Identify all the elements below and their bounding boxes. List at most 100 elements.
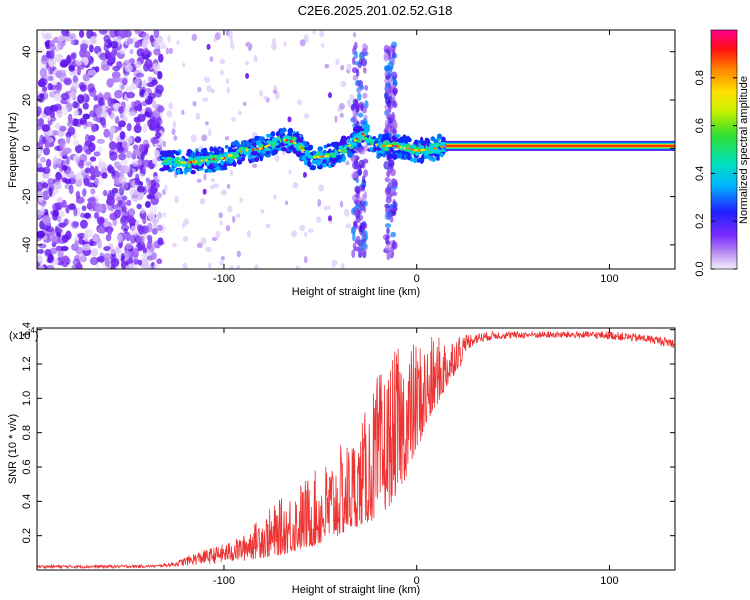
signal-blob	[363, 123, 370, 130]
noise-blob	[384, 104, 388, 110]
signal-peak	[301, 148, 305, 152]
noise-blob	[88, 142, 96, 153]
noise-blob	[354, 50, 358, 59]
noise-blob	[99, 52, 108, 61]
signal-blob	[201, 148, 206, 153]
noise-blob	[190, 134, 197, 143]
noise-blob	[116, 61, 123, 69]
signal-core	[424, 146, 428, 149]
noise-blob	[137, 159, 143, 166]
noise-blob	[56, 108, 63, 118]
signal-core	[163, 157, 168, 160]
snr-x-axis-label: Height of straight line (km)	[292, 584, 420, 596]
snr-y-ticks: 0.2 0.4 0.6 0.8 1.0 1.2 1.4	[21, 322, 675, 543]
noise-blob	[42, 225, 51, 231]
noise-blob	[79, 43, 89, 50]
noise-blob	[392, 50, 396, 59]
noise-blob	[183, 218, 190, 226]
noise-blob	[353, 41, 358, 50]
noise-blob	[38, 117, 44, 127]
noise-blob	[182, 236, 189, 243]
noise-blob	[385, 244, 391, 252]
signal-blob	[281, 127, 287, 133]
signal-blob	[307, 144, 313, 151]
noise-blob	[58, 210, 65, 218]
noise-blob	[37, 230, 46, 239]
noise-blob	[386, 251, 391, 261]
signal-core	[401, 142, 406, 146]
noise-blob	[283, 41, 287, 47]
signal-blob	[322, 163, 327, 168]
noise-blob	[127, 37, 134, 45]
noise-blob	[162, 43, 166, 49]
noise-blob	[229, 169, 234, 177]
noise-blob	[114, 116, 120, 124]
noise-blob	[134, 41, 140, 49]
noise-blob	[210, 178, 216, 183]
signal-core	[210, 159, 214, 163]
noise-blob	[65, 30, 71, 38]
noise-blob	[118, 120, 126, 128]
noise-blob	[388, 95, 393, 104]
noise-blob	[386, 240, 391, 246]
noise-blob	[75, 190, 81, 200]
noise-blob	[84, 133, 90, 144]
x-tick-label: 0	[414, 273, 420, 285]
noise-blob	[39, 78, 48, 87]
spectrogram-y-axis-label: Frequency (Hz)	[7, 112, 19, 188]
signal-core	[338, 146, 343, 150]
noise-blob	[259, 90, 263, 97]
spectrogram-frame	[36, 29, 676, 270]
noise-blob	[41, 215, 51, 225]
noise-blob	[303, 231, 308, 237]
noise-blob	[350, 226, 356, 235]
noise-blob	[90, 188, 96, 195]
noise-blob	[252, 163, 258, 169]
noise-blob	[88, 135, 96, 142]
noise-blob	[141, 225, 149, 234]
signal-blob	[315, 160, 321, 167]
signal-peak	[299, 146, 303, 149]
noise-blob	[303, 34, 309, 42]
noise-blob	[302, 171, 307, 178]
noise-blob	[174, 195, 179, 204]
noise-blob	[315, 216, 322, 223]
noise-blob	[292, 181, 299, 189]
noise-blob	[75, 246, 84, 255]
noise-blob	[121, 205, 128, 213]
signal-core	[412, 144, 416, 149]
noise-blob	[144, 200, 151, 208]
noise-blob	[120, 181, 129, 190]
noise-blob	[89, 165, 95, 176]
noise-blob	[154, 132, 162, 138]
signal-core	[441, 148, 445, 153]
signal-blob	[412, 157, 418, 164]
noise-blob	[215, 230, 221, 239]
x-tick-label: 100	[600, 273, 618, 285]
signal-blob	[271, 150, 276, 156]
noise-blob	[151, 227, 158, 235]
noise-blob	[45, 140, 51, 149]
noise-blob	[340, 64, 345, 71]
noise-blob	[171, 128, 176, 136]
signal-peak	[388, 144, 392, 148]
noise-blob	[312, 30, 316, 35]
signal-blob	[275, 131, 281, 137]
noise-blob	[107, 164, 114, 174]
noise-blob	[272, 194, 277, 200]
signal-blob	[326, 143, 331, 148]
noise-blob	[363, 169, 369, 178]
noise-blob	[245, 41, 252, 48]
noise-blob	[165, 47, 169, 55]
noise-blob	[220, 189, 227, 196]
noise-blob	[146, 82, 155, 88]
noise-blob	[55, 44, 60, 53]
noise-blob	[120, 224, 130, 231]
noise-blob	[39, 264, 44, 269]
signal-blob	[204, 168, 209, 174]
noise-blob	[110, 125, 115, 136]
noise-blob	[111, 49, 117, 58]
noise-blob	[39, 67, 48, 78]
signal-blob	[220, 147, 225, 154]
y-tick-label: 40	[21, 46, 33, 58]
